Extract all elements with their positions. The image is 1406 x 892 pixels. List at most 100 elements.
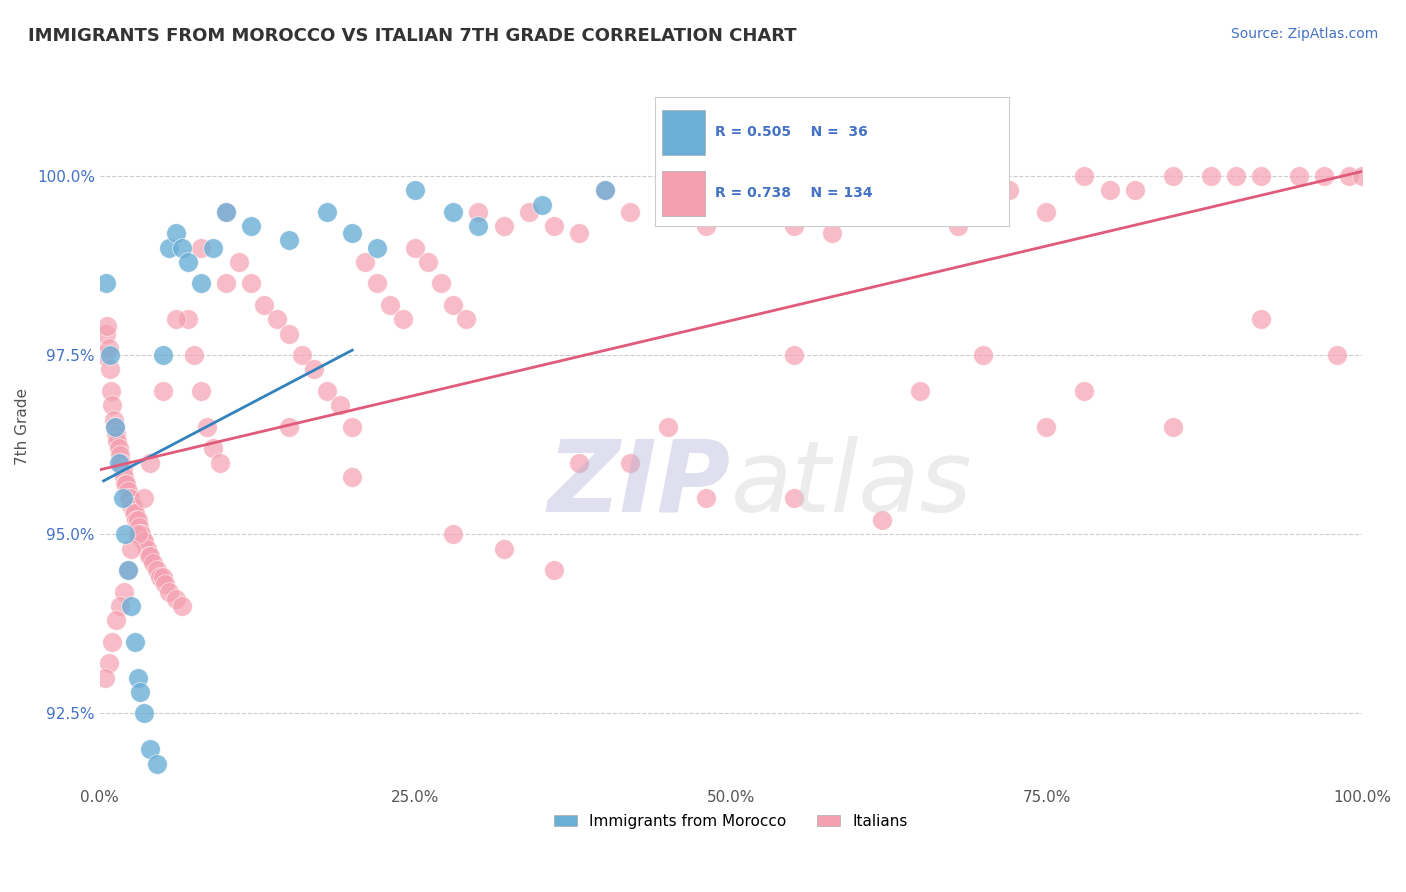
Point — [378, 298, 401, 312]
Point — [155, 577, 177, 591]
Point — [111, 463, 134, 477]
Point — [972, 169, 994, 183]
Point — [910, 384, 932, 398]
Point — [94, 277, 117, 291]
Point — [278, 419, 301, 434]
Point — [884, 169, 907, 183]
Point — [1339, 169, 1361, 183]
Point — [101, 398, 124, 412]
Point — [695, 219, 717, 234]
Point — [152, 570, 174, 584]
Point — [619, 204, 641, 219]
Point — [467, 204, 489, 219]
Point — [202, 241, 225, 255]
Point — [132, 534, 155, 549]
Point — [720, 183, 742, 197]
Point — [120, 491, 142, 506]
Point — [98, 362, 121, 376]
Point — [657, 204, 679, 219]
Point — [454, 312, 477, 326]
Point — [910, 204, 932, 219]
Point — [228, 255, 250, 269]
Point — [145, 563, 167, 577]
Point — [366, 277, 388, 291]
Point — [152, 384, 174, 398]
Point — [129, 685, 152, 699]
Point — [1161, 169, 1184, 183]
Text: Source: ZipAtlas.com: Source: ZipAtlas.com — [1230, 27, 1378, 41]
Point — [517, 204, 540, 219]
Point — [278, 234, 301, 248]
Point — [135, 541, 157, 556]
Point — [108, 599, 131, 613]
Point — [404, 241, 426, 255]
Legend: Immigrants from Morocco, Italians: Immigrants from Morocco, Italians — [548, 807, 914, 835]
Point — [492, 541, 515, 556]
Point — [1073, 169, 1095, 183]
Point — [105, 427, 128, 442]
Point — [240, 277, 263, 291]
Point — [132, 706, 155, 721]
Point — [111, 491, 134, 506]
Point — [145, 756, 167, 771]
Point — [98, 348, 121, 362]
Point — [1123, 183, 1146, 197]
Point — [107, 434, 129, 449]
Point — [291, 348, 314, 362]
Point — [253, 298, 276, 312]
Point — [745, 204, 768, 219]
Point — [108, 449, 131, 463]
Point — [139, 456, 162, 470]
Point — [1199, 169, 1222, 183]
Point — [492, 219, 515, 234]
Point — [404, 183, 426, 197]
Point — [416, 255, 439, 269]
Point — [138, 549, 160, 563]
Point — [165, 591, 187, 606]
Point — [190, 277, 212, 291]
Point — [165, 312, 187, 326]
Point — [157, 584, 180, 599]
Point — [152, 348, 174, 362]
Point — [215, 277, 238, 291]
Point — [1250, 312, 1272, 326]
Point — [170, 241, 193, 255]
Point — [125, 513, 148, 527]
Point — [329, 398, 352, 412]
Point — [543, 219, 565, 234]
Point — [1161, 419, 1184, 434]
Point — [177, 312, 200, 326]
Point — [122, 506, 145, 520]
Point — [593, 183, 616, 197]
Point — [142, 556, 165, 570]
Point — [132, 534, 155, 549]
Point — [114, 527, 136, 541]
Point — [183, 348, 205, 362]
Point — [1035, 419, 1057, 434]
Point — [105, 613, 128, 627]
Point — [177, 255, 200, 269]
Point — [543, 563, 565, 577]
Point — [1098, 183, 1121, 197]
Point — [131, 527, 153, 541]
Point — [568, 456, 591, 470]
Point — [97, 657, 120, 671]
Point — [568, 227, 591, 241]
Point — [121, 499, 143, 513]
Point — [190, 241, 212, 255]
Point — [129, 527, 152, 541]
Point — [1073, 384, 1095, 398]
Point — [342, 227, 364, 241]
Point — [124, 506, 146, 520]
Point — [846, 183, 869, 197]
Point — [94, 671, 117, 685]
Point — [1250, 169, 1272, 183]
Point — [96, 319, 118, 334]
Point — [127, 527, 149, 541]
Point — [139, 549, 162, 563]
Point — [202, 442, 225, 456]
Point — [149, 570, 172, 584]
Point — [441, 298, 464, 312]
Point — [120, 499, 142, 513]
Point — [1288, 169, 1310, 183]
